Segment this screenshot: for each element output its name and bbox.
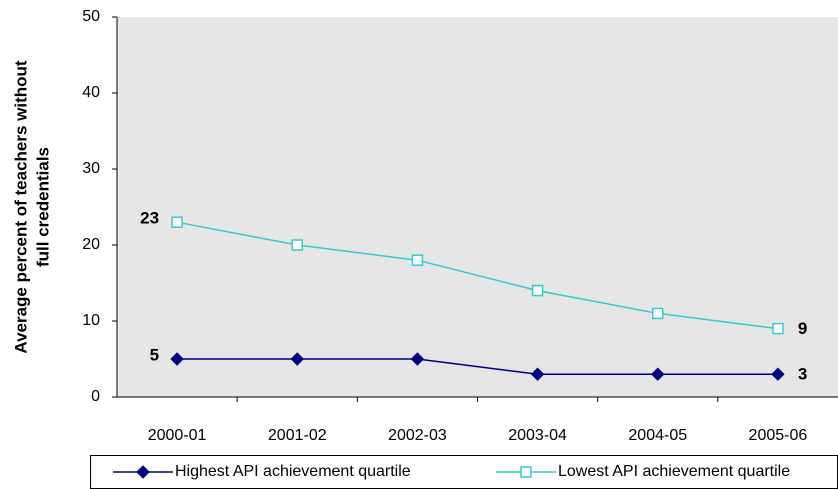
y-tick-label: 10 [82, 312, 100, 329]
series-line [177, 358, 778, 375]
data-label: 5 [150, 345, 159, 364]
data-point [531, 284, 544, 297]
x-tick-label: 2002-03 [388, 427, 447, 444]
data-point [771, 367, 785, 381]
legend-marker [520, 466, 532, 478]
legend-box [90, 455, 838, 489]
data-point [651, 367, 665, 381]
y-tick-label: 20 [82, 236, 100, 253]
data-label: 3 [798, 365, 807, 384]
data-label: 9 [798, 319, 807, 338]
legend-label: Highest API achievement quartile [175, 463, 411, 480]
data-point [530, 367, 545, 381]
legend-label: Lowest API achievement quartile [558, 463, 790, 480]
series-line [176, 221, 779, 330]
x-tick-label: 2004-05 [628, 427, 687, 444]
x-tick-label: 2005-06 [749, 427, 808, 444]
data-point [171, 216, 183, 228]
data-point [772, 322, 784, 335]
x-tick-label: 2000-01 [148, 427, 207, 444]
y-tick-label: 40 [82, 84, 100, 101]
y-axis-title: full credentials [33, 147, 52, 267]
y-tick-label: 30 [82, 160, 100, 177]
x-tick-label: 2003-04 [508, 427, 567, 444]
data-point [291, 239, 303, 251]
data-label: 23 [140, 209, 159, 228]
legend-marker [136, 465, 150, 479]
y-tick-label: 0 [91, 388, 100, 405]
data-point [290, 352, 304, 366]
data-point [411, 254, 424, 266]
y-axis-title: Average percent of teachers without [11, 60, 30, 354]
x-tick-label: 2001-02 [268, 427, 327, 444]
plot-area [117, 17, 838, 397]
y-tick-label: 50 [82, 8, 100, 25]
data-point [170, 352, 184, 366]
data-point [410, 352, 425, 366]
data-point [652, 307, 664, 320]
